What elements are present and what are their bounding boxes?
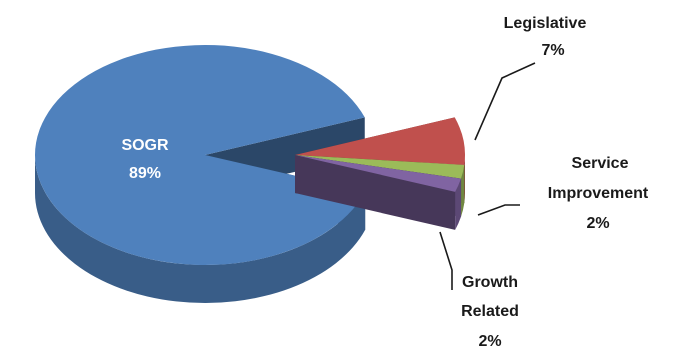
sogr-slice [34, 45, 366, 304]
legislative-percent-label: 7% [541, 42, 564, 59]
growth-related-percent-label: 2% [478, 333, 501, 350]
growth-related-slice-rim-1 [455, 178, 462, 230]
service-improvement-name-label-line2: Improvement [548, 185, 649, 202]
service-improvement-slice-top [295, 155, 465, 179]
service-improvement-slice-rim-1 [461, 164, 465, 217]
legislative-slice-rim-1 [464, 155, 465, 203]
growth-related-slice [295, 155, 462, 230]
service-improvement-percent-label: 2% [586, 215, 609, 232]
growth-related-slice-wall-2 [295, 155, 456, 230]
sogr-percent-label: 89% [129, 165, 161, 182]
legislative-name-label: Legislative [504, 15, 587, 32]
growth-related-slice-top [295, 155, 462, 192]
sogr-slice-top [35, 45, 366, 265]
growth-related-name-label-line1: Growth [462, 274, 518, 291]
pie-slices [34, 45, 466, 304]
sogr-name-label: SOGR [121, 137, 169, 154]
legislative-leader-line [474, 62, 536, 141]
sogr-slice-rim-1 [34, 155, 366, 304]
legislative-slice-top [295, 117, 466, 165]
service-improvement-leader-line [477, 204, 520, 216]
growth-related-name-label-line2: Related [461, 303, 519, 320]
growth-related-leader-line [439, 231, 453, 290]
service-improvement-name-label-line1: Service [572, 155, 629, 172]
